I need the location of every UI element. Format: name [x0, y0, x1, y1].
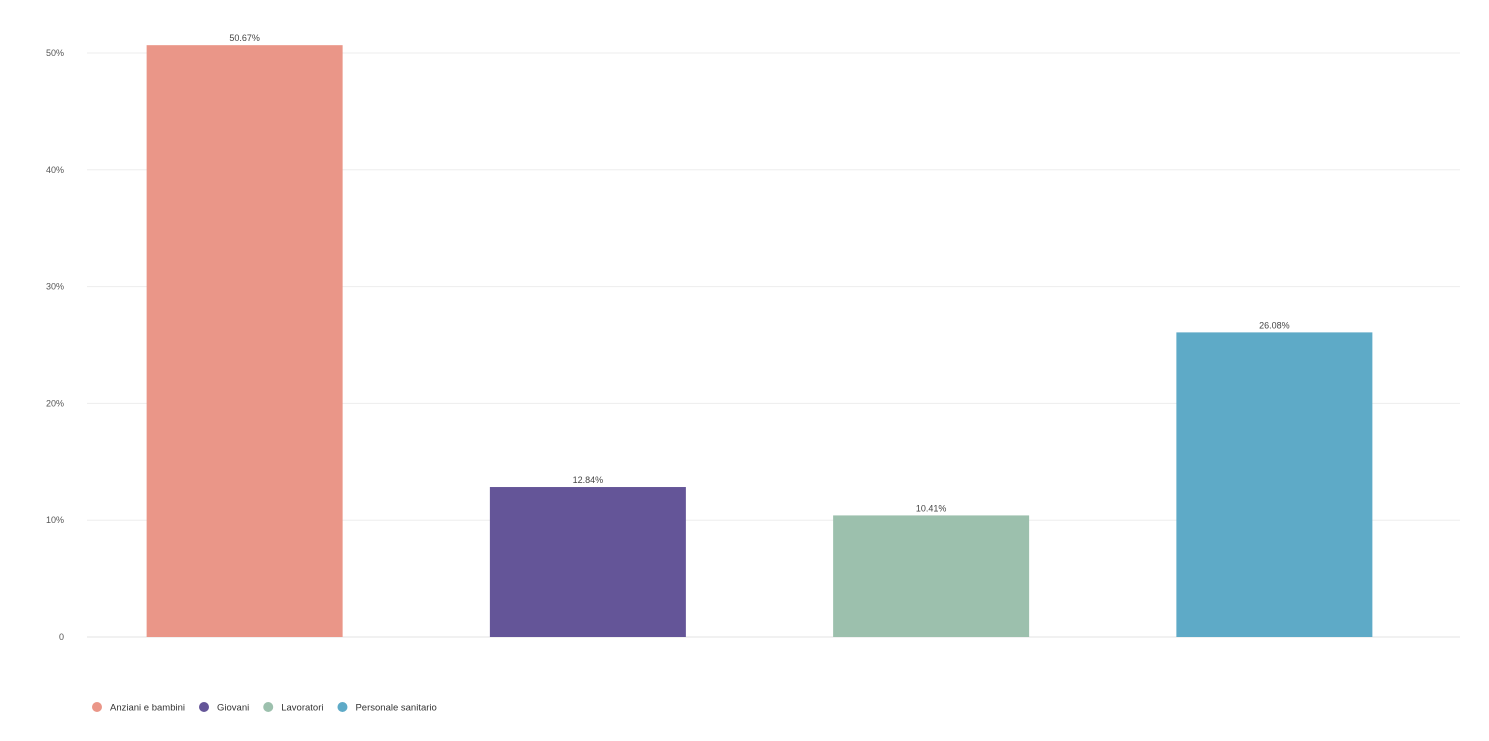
y-tick-label: 30% [46, 282, 64, 292]
data-label: 10.41% [916, 503, 947, 513]
data-label: 26.08% [1259, 320, 1290, 330]
y-tick-label: 20% [46, 398, 64, 408]
legend-label: Personale sanitario [355, 703, 436, 714]
bar [1176, 332, 1373, 637]
legend-label: Anziani e bambini [110, 703, 185, 714]
y-tick-label: 40% [46, 165, 64, 175]
legend-label: Lavoratori [281, 703, 323, 714]
legend-marker [92, 702, 102, 712]
y-tick-label: 10% [46, 515, 64, 525]
y-tick-label: 50% [46, 48, 64, 58]
bar [833, 515, 1030, 637]
legend-marker [199, 702, 209, 712]
data-labels: 50.67% 12.84% 10.41% 26.08% [229, 33, 1289, 513]
y-tick-label: 0 [59, 632, 64, 642]
bar [146, 45, 343, 638]
legend: Anziani e bambini Giovani Lavoratori Person… [92, 702, 437, 714]
legend-marker [263, 702, 274, 712]
data-label: 50.67% [229, 33, 260, 43]
legend-marker [337, 702, 348, 712]
bars [146, 45, 1373, 638]
data-label: 12.84% [573, 475, 604, 485]
y-axis-ticks: 0 10% 20% 30% 40% 50% [46, 48, 64, 642]
legend-label: Giovani [217, 703, 249, 714]
bar [489, 487, 686, 637]
